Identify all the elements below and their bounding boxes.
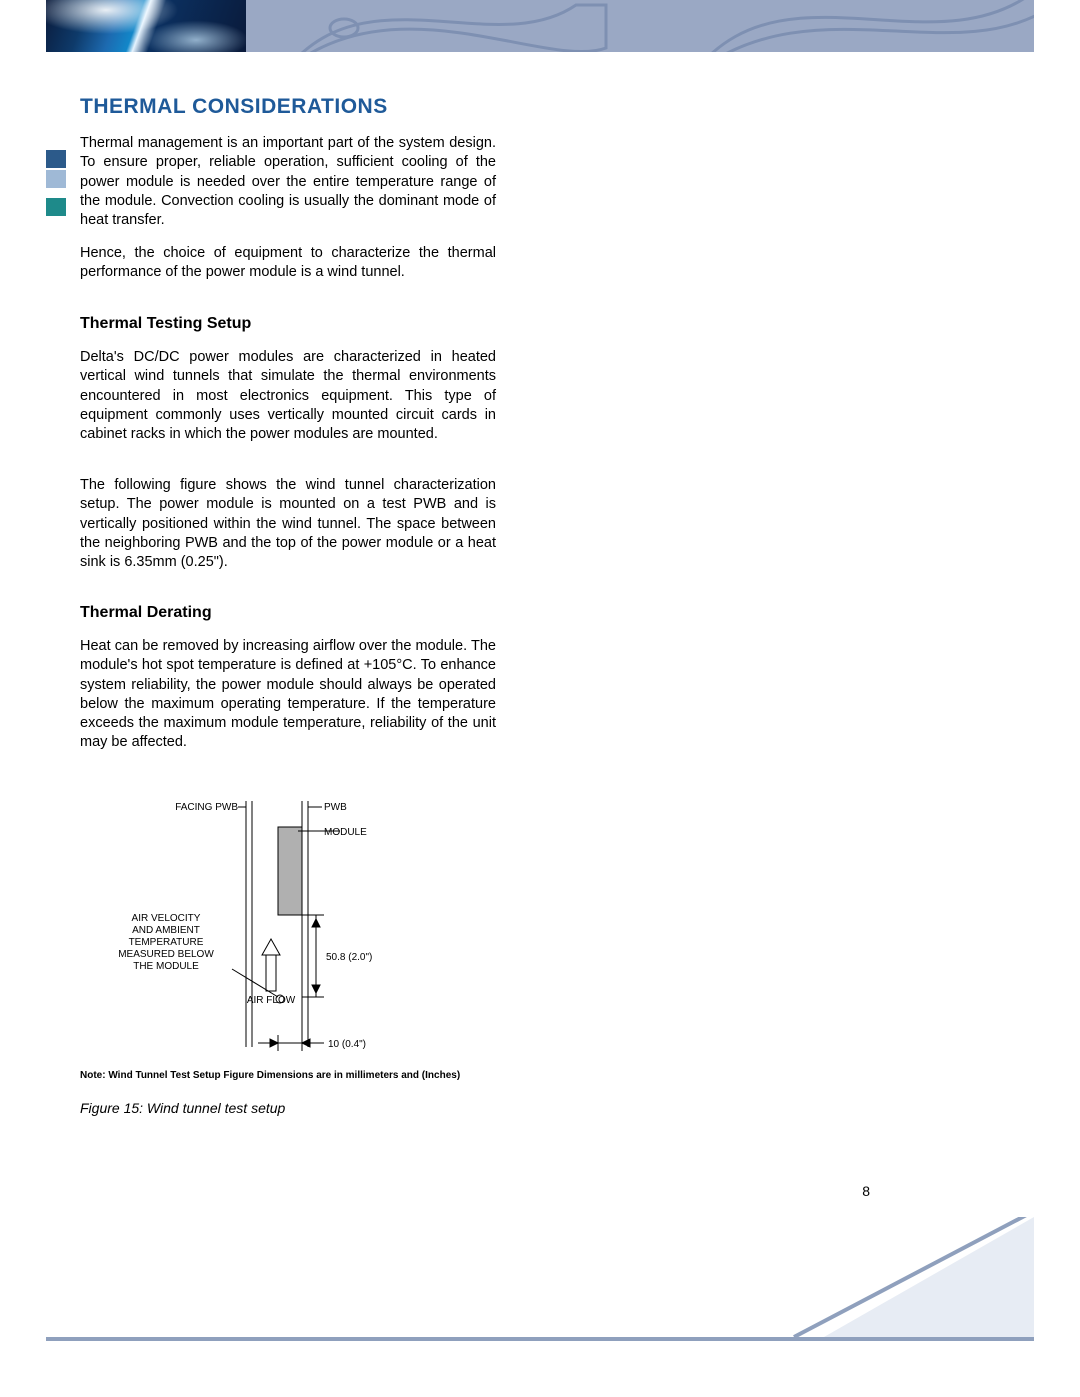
header-photo	[46, 0, 246, 52]
diagram-label: AND AMBIENT	[132, 925, 200, 936]
subsection-heading: Thermal Derating	[80, 604, 496, 622]
diagram-label: MODULE	[324, 827, 367, 838]
side-tab	[46, 198, 66, 216]
diagram-label: AIR VELOCITY	[132, 913, 201, 924]
side-tab	[46, 150, 66, 168]
figure-caption: Figure 15: Wind tunnel test setup	[80, 1100, 496, 1116]
section-heading: THERMAL CONSIDERATIONS	[80, 95, 496, 119]
body-paragraph: Hence, the choice of equipment to charac…	[80, 244, 496, 283]
diagram-label: PWB	[324, 802, 347, 813]
header-outline-icon	[246, 0, 1034, 52]
page-number: 8	[862, 1183, 870, 1199]
body-paragraph: Thermal management is an important part …	[80, 134, 496, 230]
wind-tunnel-diagram: FACING PWB PWB MODULE AIR VELOCITY AND A…	[80, 795, 496, 1065]
body-paragraph: The following figure shows the wind tunn…	[80, 476, 496, 572]
diagram-label: AIR FLOW	[247, 995, 296, 1006]
side-tab	[46, 170, 66, 188]
footer-rule	[46, 1337, 1034, 1341]
diagram-label: FACING PWB	[175, 802, 238, 813]
header-banner	[46, 0, 1034, 52]
figure-note: Note: Wind Tunnel Test Setup Figure Dime…	[80, 1070, 496, 1081]
diagram-label: TEMPERATURE	[129, 937, 204, 948]
diagram-label: 50.8 (2.0")	[326, 952, 372, 963]
diagram-label: THE MODULE	[133, 961, 199, 972]
body-paragraph: Delta's DC/DC power modules are characte…	[80, 348, 496, 444]
diagram-label: 10 (0.4")	[328, 1039, 366, 1050]
footer-accent-icon	[764, 1217, 1034, 1337]
body-paragraph: Heat can be removed by increasing airflo…	[80, 637, 496, 753]
subsection-heading: Thermal Testing Setup	[80, 315, 496, 333]
diagram-label: MEASURED BELOW	[118, 949, 214, 960]
